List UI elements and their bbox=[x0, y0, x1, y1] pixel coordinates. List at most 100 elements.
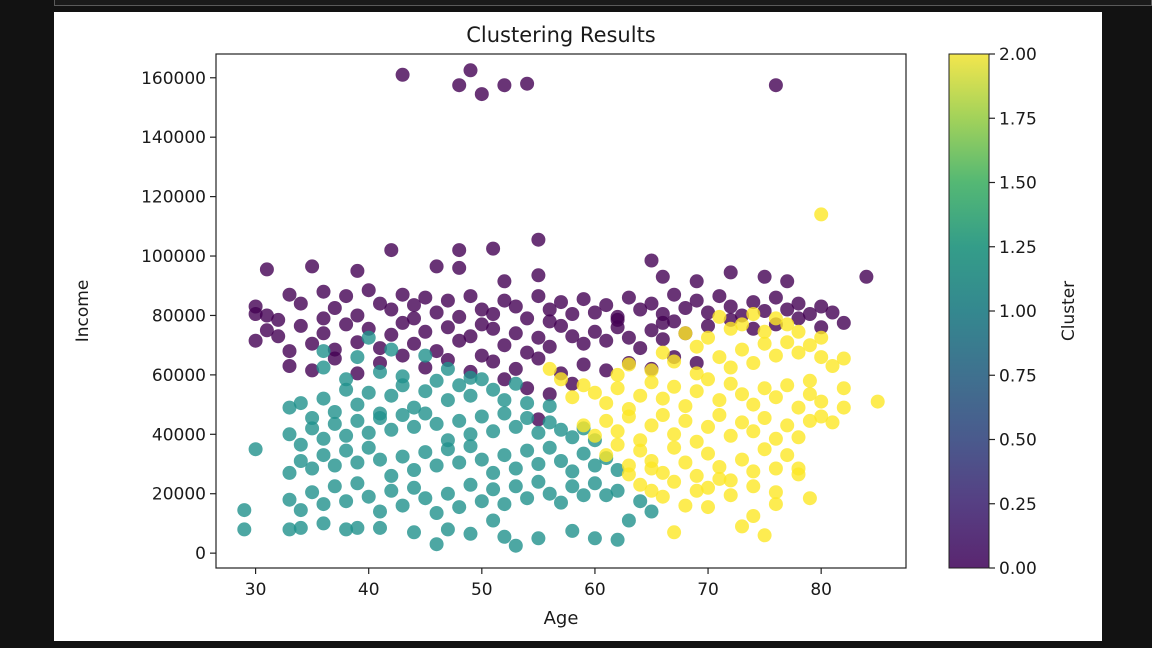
data-point-cluster-2 bbox=[768, 497, 783, 512]
colorbar-tick-label: 0.50 bbox=[999, 431, 1037, 451]
data-point-cluster-2 bbox=[802, 387, 817, 402]
y-tick-label: 0 bbox=[195, 544, 206, 564]
data-point-cluster-1 bbox=[486, 424, 501, 439]
data-point-cluster-2 bbox=[768, 311, 783, 326]
data-point-cluster-0 bbox=[384, 243, 399, 258]
data-point-cluster-0 bbox=[508, 326, 523, 341]
data-point-cluster-1 bbox=[350, 455, 365, 470]
data-point-cluster-2 bbox=[757, 336, 772, 351]
colorbar-tick-label: 0.00 bbox=[999, 559, 1037, 579]
data-point-cluster-1 bbox=[395, 498, 410, 513]
data-point-cluster-2 bbox=[814, 409, 829, 424]
data-point-cluster-1 bbox=[407, 525, 421, 540]
data-point-cluster-1 bbox=[497, 529, 512, 544]
data-point-cluster-0 bbox=[395, 348, 410, 363]
data-point-cluster-0 bbox=[599, 363, 614, 378]
data-point-cluster-1 bbox=[316, 431, 331, 446]
data-point-cluster-1 bbox=[418, 384, 433, 399]
data-point-cluster-2 bbox=[712, 393, 727, 408]
data-point-cluster-1 bbox=[463, 388, 478, 403]
data-point-cluster-2 bbox=[678, 399, 693, 414]
data-point-cluster-2 bbox=[678, 413, 693, 428]
data-point-cluster-0 bbox=[520, 345, 535, 360]
data-point-cluster-1 bbox=[407, 480, 421, 495]
data-point-cluster-0 bbox=[825, 305, 840, 320]
data-point-cluster-1 bbox=[316, 360, 331, 375]
data-point-cluster-2 bbox=[644, 461, 659, 476]
data-point-cluster-2 bbox=[667, 525, 682, 540]
data-point-cluster-2 bbox=[712, 350, 727, 365]
data-point-cluster-0 bbox=[768, 78, 783, 93]
data-point-cluster-0 bbox=[350, 263, 365, 278]
data-point-cluster-2 bbox=[723, 321, 738, 336]
data-point-cluster-2 bbox=[655, 345, 670, 360]
data-point-cluster-1 bbox=[429, 458, 444, 473]
data-point-cluster-2 bbox=[735, 342, 749, 357]
data-point-cluster-1 bbox=[316, 497, 331, 512]
data-point-cluster-1 bbox=[350, 350, 365, 365]
data-point-cluster-1 bbox=[373, 452, 387, 467]
data-point-cluster-1 bbox=[474, 452, 489, 467]
data-point-cluster-0 bbox=[791, 296, 806, 311]
data-point-cluster-1 bbox=[418, 348, 433, 363]
data-point-cluster-0 bbox=[520, 381, 535, 396]
data-point-cluster-2 bbox=[644, 483, 659, 498]
data-point-cluster-0 bbox=[384, 327, 399, 342]
data-point-cluster-1 bbox=[542, 440, 557, 455]
data-point-cluster-0 bbox=[418, 324, 433, 339]
data-point-cluster-1 bbox=[520, 443, 535, 458]
data-point-cluster-1 bbox=[520, 411, 535, 425]
data-point-cluster-1 bbox=[474, 494, 489, 509]
data-point-cluster-1 bbox=[531, 531, 546, 546]
data-point-cluster-1 bbox=[293, 503, 308, 518]
data-point-cluster-1 bbox=[305, 421, 320, 436]
data-point-cluster-0 bbox=[350, 366, 365, 381]
data-point-cluster-0 bbox=[678, 301, 693, 315]
data-point-cluster-2 bbox=[689, 366, 704, 381]
x-tick-label: 50 bbox=[471, 580, 493, 600]
data-point-cluster-0 bbox=[452, 309, 467, 324]
data-point-cluster-0 bbox=[327, 301, 342, 315]
data-point-cluster-2 bbox=[689, 468, 704, 483]
data-point-cluster-0 bbox=[542, 314, 557, 329]
data-point-cluster-1 bbox=[599, 488, 614, 503]
data-point-cluster-2 bbox=[542, 361, 557, 376]
y-tick-label: 140000 bbox=[141, 128, 206, 148]
data-point-cluster-0 bbox=[633, 302, 648, 317]
data-point-cluster-1 bbox=[316, 448, 331, 463]
data-point-cluster-1 bbox=[407, 400, 421, 415]
data-point-cluster-0 bbox=[576, 292, 591, 307]
data-point-cluster-0 bbox=[599, 298, 614, 313]
data-point-cluster-0 bbox=[746, 321, 761, 336]
data-point-cluster-0 bbox=[259, 308, 274, 323]
data-point-cluster-1 bbox=[293, 396, 308, 411]
data-point-cluster-2 bbox=[689, 434, 704, 449]
data-point-cluster-0 bbox=[486, 307, 501, 321]
data-point-cluster-1 bbox=[429, 537, 444, 552]
data-point-cluster-0 bbox=[802, 307, 817, 321]
data-point-cluster-1 bbox=[350, 397, 365, 412]
data-point-cluster-2 bbox=[712, 408, 727, 422]
data-point-cluster-0 bbox=[701, 318, 715, 333]
data-point-cluster-0 bbox=[282, 344, 297, 359]
data-point-cluster-2 bbox=[723, 473, 738, 488]
data-point-cluster-0 bbox=[576, 336, 591, 351]
data-point-cluster-1 bbox=[316, 516, 331, 531]
data-point-cluster-2 bbox=[791, 430, 806, 445]
data-point-cluster-2 bbox=[576, 418, 591, 433]
data-point-cluster-0 bbox=[565, 329, 580, 344]
data-point-cluster-1 bbox=[327, 416, 342, 431]
data-point-cluster-2 bbox=[599, 448, 614, 463]
data-point-cluster-0 bbox=[259, 262, 274, 277]
data-point-cluster-2 bbox=[610, 424, 625, 439]
data-point-cluster-2 bbox=[836, 381, 851, 396]
data-point-cluster-1 bbox=[407, 463, 421, 477]
data-point-cluster-0 bbox=[497, 293, 512, 308]
data-point-cluster-1 bbox=[350, 476, 365, 491]
data-point-cluster-2 bbox=[678, 498, 693, 513]
plot-frame bbox=[215, 53, 907, 569]
colorbar-tick-label: 1.75 bbox=[999, 109, 1037, 129]
data-point-cluster-2 bbox=[712, 471, 727, 486]
chart-figure: Clustering Results 30 40 50 60 70 80 0 20000 40… bbox=[54, 12, 1102, 641]
data-point-cluster-2 bbox=[701, 330, 715, 345]
